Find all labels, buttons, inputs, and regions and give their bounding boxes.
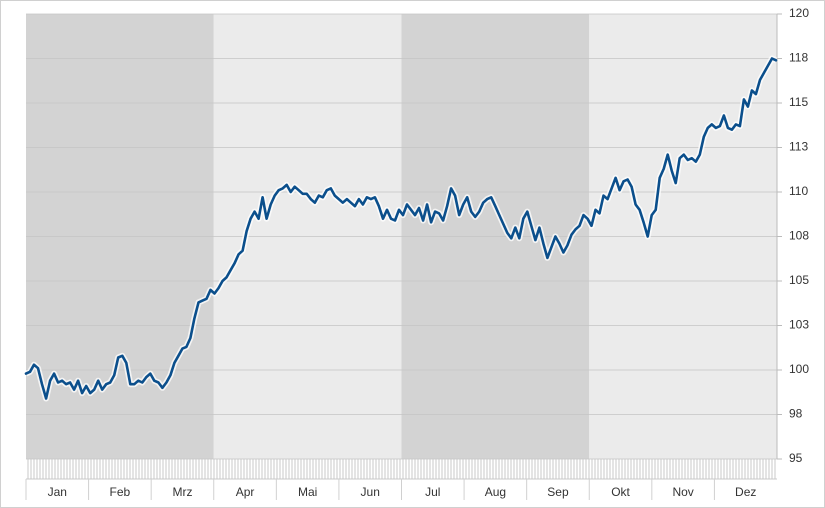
x-tick-label: Mrz [172,485,192,499]
x-tick-label: Nov [672,485,693,499]
y-tick-label: 120 [789,6,809,20]
y-tick-label: 110 [789,184,808,198]
x-tick-label: Aug [485,485,506,499]
x-tick-label: Jul [425,485,440,499]
x-tick-label: Jan [48,485,67,499]
x-tick-label: Sep [547,485,569,499]
y-tick-label: 103 [789,318,809,332]
x-tick-label: Dez [735,485,756,499]
x-tick-label: Feb [110,485,131,499]
y-tick-label: 95 [789,451,803,465]
y-tick-label: 98 [789,407,803,421]
y-tick-label: 118 [789,51,808,65]
y-tick-label: 100 [789,362,809,376]
x-tick-label: Okt [611,485,630,499]
x-axis-minor-ticks [26,459,777,479]
x-tick-label: Apr [236,485,255,499]
line [24,57,778,400]
y-tick-label: 113 [789,140,808,154]
y-tick-label: 115 [789,95,808,109]
x-tick-label: Mai [298,485,317,499]
y-tick-label: 105 [789,273,809,287]
y-tick-label: 108 [789,229,809,243]
x-tick-label: Jun [361,485,380,499]
